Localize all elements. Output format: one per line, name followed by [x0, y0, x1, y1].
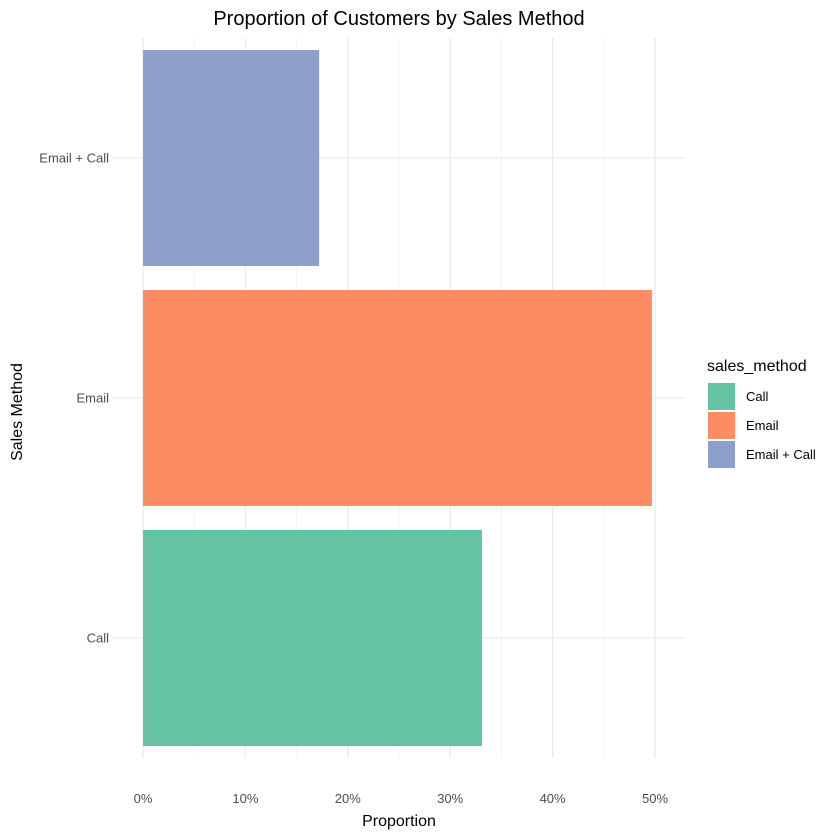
x-tick-label: 0% [134, 791, 153, 806]
legend-title: sales_method [707, 358, 807, 375]
x-axis-title: Proportion [362, 813, 436, 830]
y-tick-label: Email + Call [39, 151, 109, 166]
axes: 0% 10% 20% 30% 40% 50% Call Email Email + Call [39, 151, 668, 807]
bars [143, 50, 652, 746]
legend-items: Call Email Email + Call [708, 383, 816, 468]
legend-key [708, 412, 735, 439]
y-tick-label: Email [76, 391, 109, 406]
y-axis-title: Sales Method [9, 363, 26, 461]
legend-label: Email + Call [746, 447, 816, 462]
x-tick-label: 20% [335, 791, 361, 806]
legend: sales_method Call Email Email + Call [707, 358, 816, 468]
legend-key [708, 441, 735, 468]
bar-email-call [143, 50, 320, 266]
legend-label: Email [746, 418, 779, 433]
x-tick-label: 10% [232, 791, 258, 806]
chart-title: Proportion of Customers by Sales Method [213, 8, 584, 30]
x-tick-label: 30% [437, 791, 463, 806]
bar-email [143, 290, 652, 506]
legend-key [708, 383, 735, 410]
x-tick-label: 40% [540, 791, 566, 806]
y-tick-label: Call [87, 631, 110, 646]
legend-label: Call [746, 389, 769, 404]
bar-call [143, 530, 482, 746]
x-tick-label: 50% [642, 791, 668, 806]
